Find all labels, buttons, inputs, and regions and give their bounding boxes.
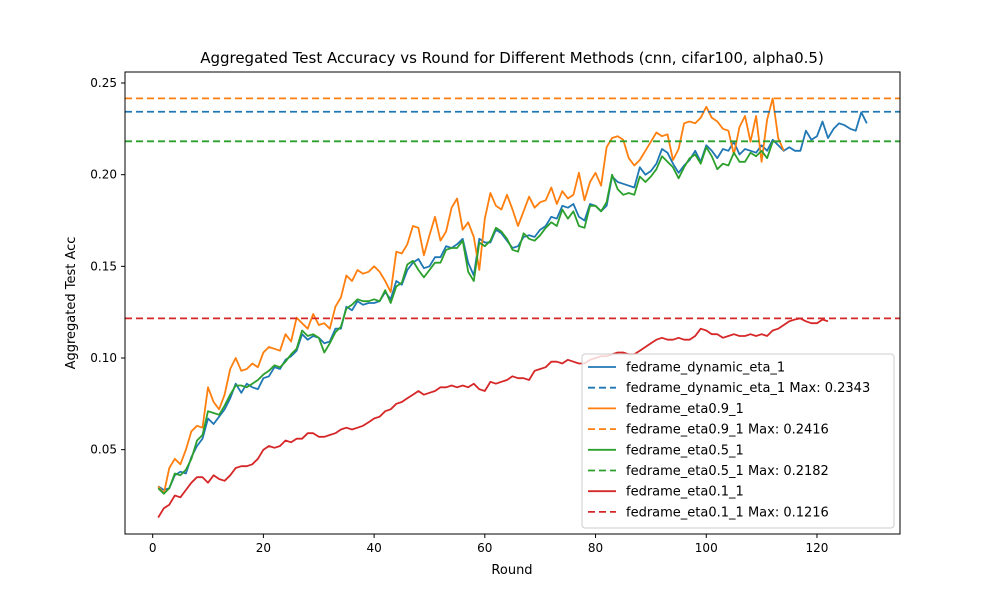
chart-title: Aggregated Test Accuracy vs Round for Di…	[200, 49, 824, 67]
x-tick-label-4: 80	[588, 541, 603, 555]
x-axis-label: Round	[491, 563, 532, 578]
x-tick-label-1: 20	[256, 541, 271, 555]
x-tick-label-6: 120	[806, 541, 829, 555]
y-tick-label-2: 0.15	[90, 259, 117, 273]
legend-box	[581, 353, 895, 529]
y-tick-label-4: 0.25	[90, 76, 117, 90]
x-tick-label-2: 40	[366, 541, 381, 555]
x-tick-label-0: 0	[149, 541, 157, 555]
legend-label-max-2: fedrame_eta0.5_1 Max: 0.2182	[626, 464, 829, 479]
legend-label-series-2: fedrame_eta0.5_1	[626, 443, 744, 458]
y-axis-label: Aggregated Test Acc	[64, 237, 79, 370]
legend-label-max-1: fedrame_eta0.9_1 Max: 0.2416	[626, 423, 829, 438]
y-tick-label-1: 0.10	[90, 351, 117, 365]
x-tick-label-3: 60	[477, 541, 492, 555]
legend-label-series-3: fedrame_eta0.1_1	[626, 485, 744, 500]
series-line-2	[157, 140, 779, 495]
legend-label-series-1: fedrame_eta0.9_1	[626, 402, 744, 417]
plot-frame	[124, 71, 901, 535]
y-tick-label-0: 0.05	[90, 443, 117, 457]
legend: fedrame_dynamic_eta_1 fedrame_dynamic_eta…	[581, 353, 895, 529]
legend-label-max-0: fedrame_dynamic_eta_1 Max: 0.2343	[626, 381, 870, 396]
series-line-3	[157, 317, 829, 518]
y-tick-label-3: 0.20	[90, 168, 117, 182]
legend-label-series-0: fedrame_dynamic_eta_1	[626, 361, 785, 376]
legend-label-max-3: fedrame_eta0.1_1 Max: 0.1216	[626, 505, 829, 520]
plot-area	[125, 97, 900, 518]
axis-ticks: 0 20 40 60 80 100 120 0.05 0.10 0.15 0.20 0.25	[90, 76, 828, 555]
series-line-1	[157, 97, 785, 495]
x-tick-label-5: 100	[695, 541, 718, 555]
